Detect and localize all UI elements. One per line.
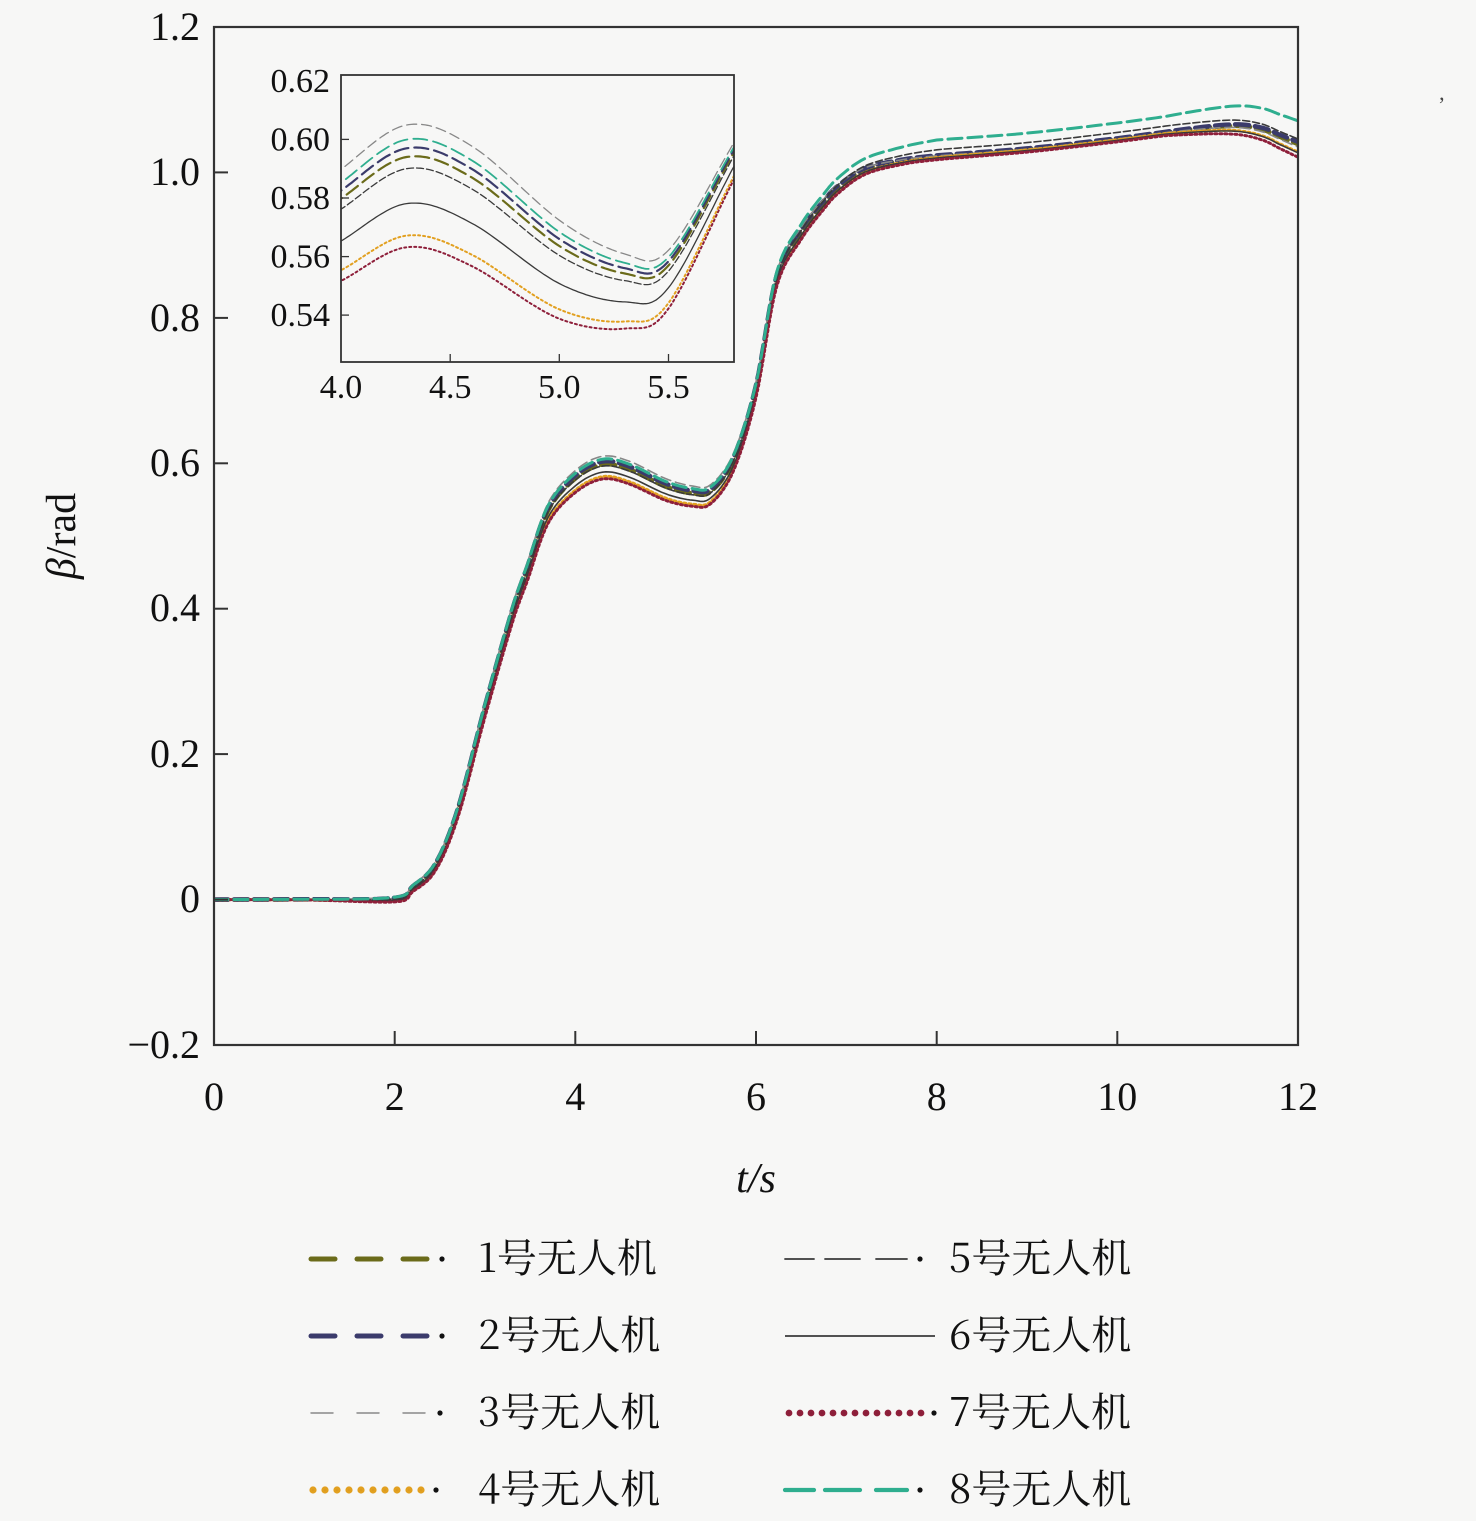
svg-text:12: 12 — [1278, 1074, 1318, 1119]
svg-text:6号无人机: 6号无人机 — [949, 1304, 1131, 1361]
svg-text:0: 0 — [204, 1074, 224, 1119]
svg-text:6: 6 — [746, 1074, 766, 1119]
svg-text:2号无人机: 2号无人机 — [478, 1304, 660, 1361]
svg-text:’: ’ — [1438, 92, 1445, 117]
svg-text:3号无人机: 3号无人机 — [478, 1381, 660, 1438]
svg-text:4号无人机: 4号无人机 — [478, 1458, 660, 1515]
svg-text:0.4: 0.4 — [150, 585, 200, 630]
svg-text:1.2: 1.2 — [150, 4, 200, 49]
svg-text:10: 10 — [1097, 1074, 1137, 1119]
svg-text:0.6: 0.6 — [150, 440, 200, 485]
svg-text:4.0: 4.0 — [320, 369, 363, 406]
svg-text:−0.2: −0.2 — [127, 1022, 200, 1067]
svg-text:0.62: 0.62 — [271, 63, 331, 100]
svg-text:5号无人机: 5号无人机 — [949, 1227, 1131, 1284]
svg-text:5.5: 5.5 — [647, 369, 690, 406]
svg-text:t/s: t/s — [736, 1156, 776, 1202]
svg-text:8: 8 — [927, 1074, 947, 1119]
svg-text:5.0: 5.0 — [538, 369, 581, 406]
svg-text:7号无人机: 7号无人机 — [949, 1381, 1131, 1438]
svg-text:1.0: 1.0 — [150, 149, 200, 194]
svg-text:0.8: 0.8 — [150, 295, 200, 340]
svg-text:2: 2 — [385, 1074, 405, 1119]
svg-text:0.60: 0.60 — [271, 122, 331, 159]
svg-text:8号无人机: 8号无人机 — [949, 1458, 1131, 1515]
svg-text:0: 0 — [180, 876, 200, 921]
svg-text:4.5: 4.5 — [429, 369, 472, 406]
svg-text:0.2: 0.2 — [150, 731, 200, 776]
svg-text:0.56: 0.56 — [271, 239, 331, 276]
svg-text:4: 4 — [565, 1074, 585, 1119]
svg-text:β/rad: β/rad — [39, 493, 85, 580]
svg-text:1号无人机: 1号无人机 — [478, 1227, 657, 1284]
svg-text:0.58: 0.58 — [271, 180, 331, 217]
svg-text:0.54: 0.54 — [271, 297, 331, 334]
